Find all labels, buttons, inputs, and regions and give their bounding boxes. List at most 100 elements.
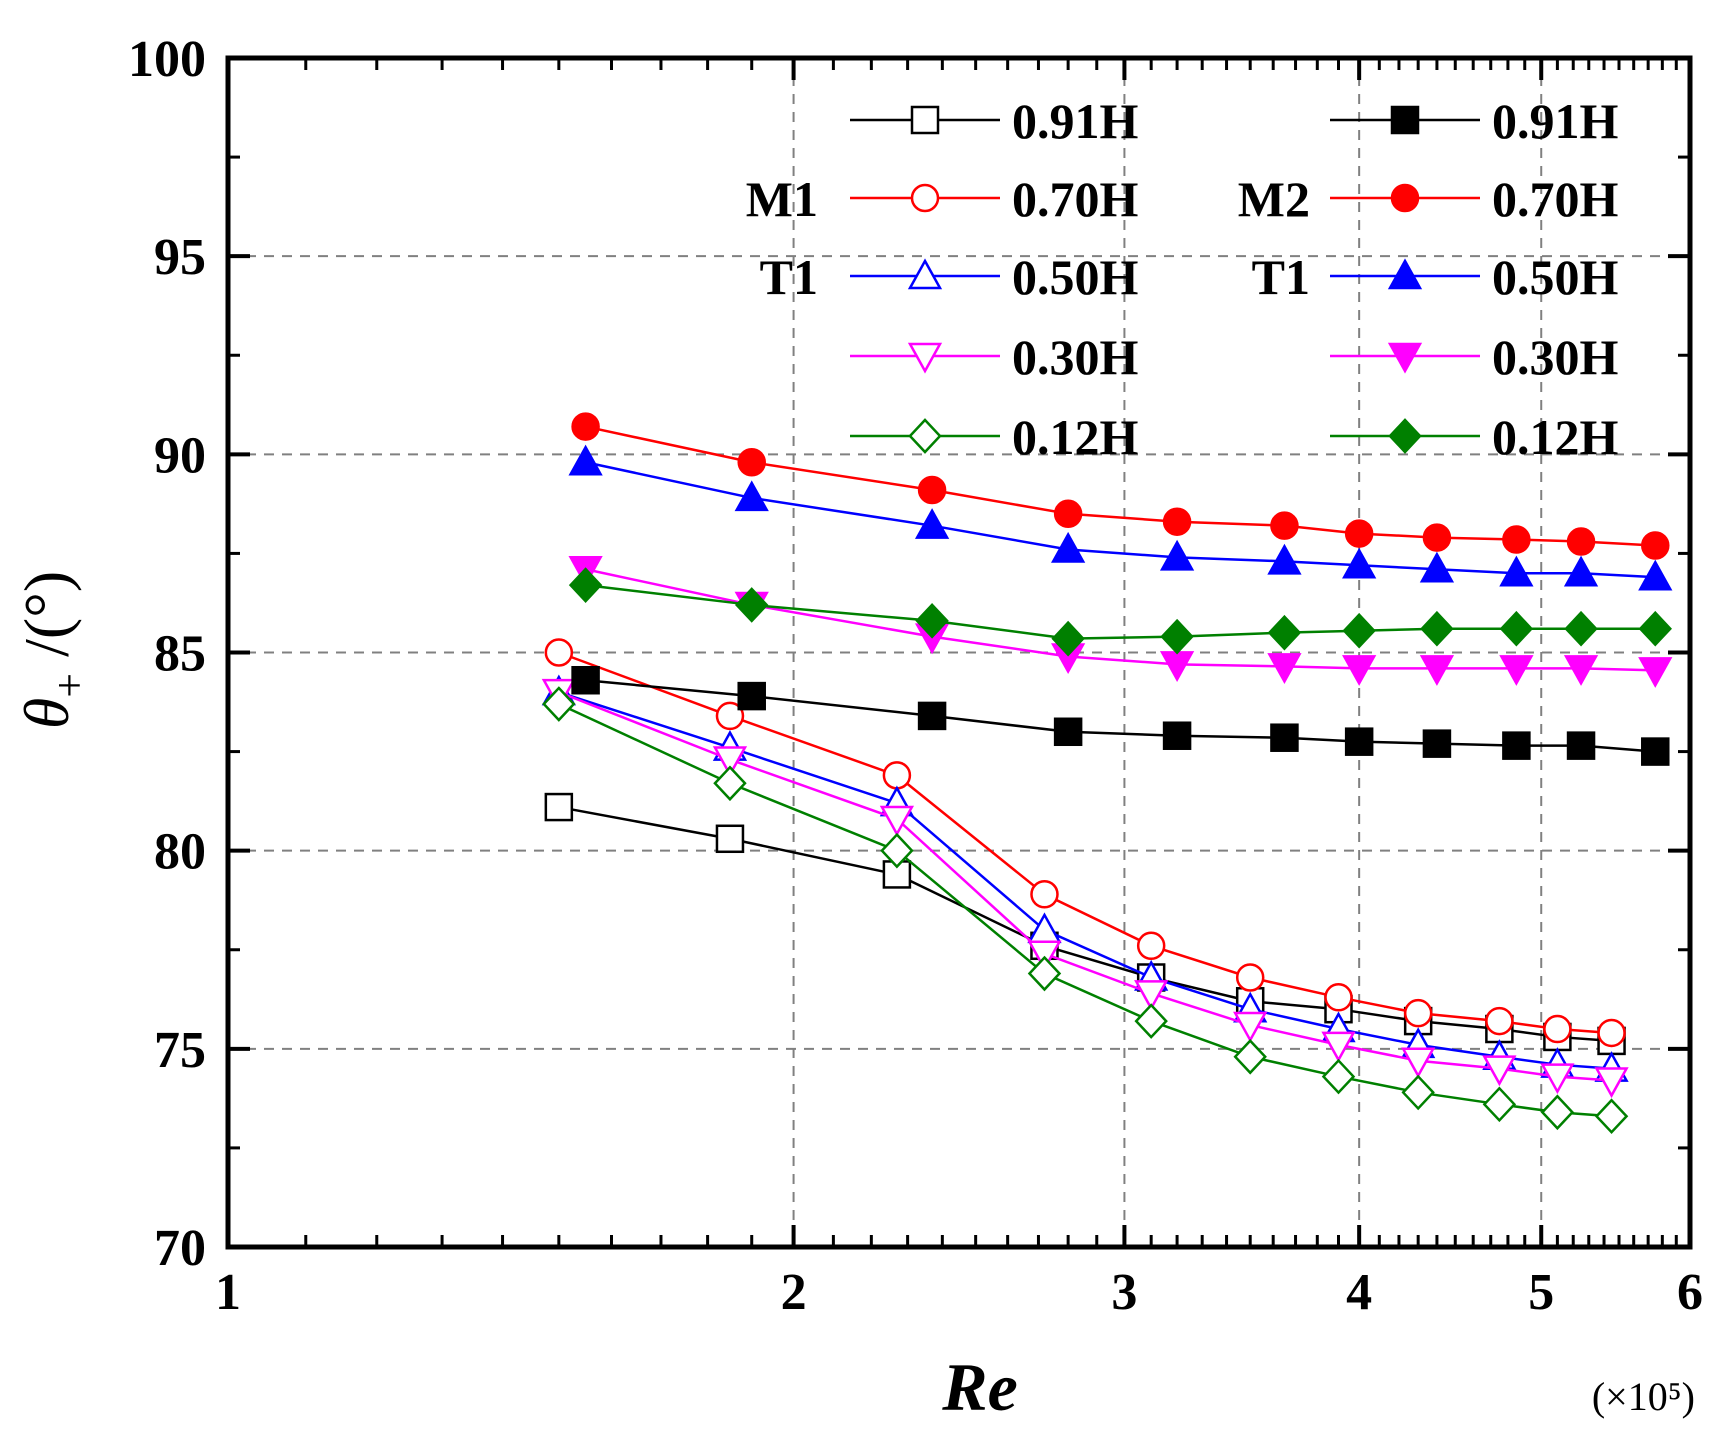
data-point xyxy=(1563,655,1599,686)
data-point xyxy=(1162,721,1192,750)
data-point xyxy=(568,567,603,603)
data-point xyxy=(1563,555,1599,587)
data-point xyxy=(1485,1006,1514,1036)
data-point xyxy=(1270,511,1299,540)
legend-marker xyxy=(910,105,940,135)
data-point xyxy=(880,832,914,869)
data-point xyxy=(1136,931,1166,961)
legend-group-label: M1 xyxy=(746,171,818,227)
y-axis-subscript: + xyxy=(45,673,94,698)
data-point xyxy=(1502,731,1531,760)
data-point xyxy=(1160,618,1194,655)
data-point xyxy=(1270,723,1299,752)
legend-item: 0.91H xyxy=(850,93,1139,149)
data-point xyxy=(1564,610,1598,647)
data-point xyxy=(1321,1031,1356,1063)
legend-marker xyxy=(1387,342,1423,374)
data-point xyxy=(1499,555,1534,587)
data-point xyxy=(1233,1011,1268,1043)
series-m1-t1-091h xyxy=(544,792,1626,1056)
data-point xyxy=(1051,531,1086,563)
data-point xyxy=(1027,912,1062,944)
series-line xyxy=(558,702,1612,1118)
data-point xyxy=(715,701,745,731)
data-point xyxy=(1051,620,1085,657)
data-point xyxy=(1053,499,1083,529)
data-point xyxy=(1134,980,1169,1011)
legend-label: 0.12H xyxy=(1012,409,1139,465)
legend-marker xyxy=(908,418,942,454)
legend-label: 0.91H xyxy=(1492,93,1619,149)
y-tick-label: 75 xyxy=(154,1022,206,1079)
grid xyxy=(228,58,1690,1247)
data-point xyxy=(1233,1038,1267,1075)
data-point xyxy=(737,681,766,711)
legend-marker xyxy=(1388,418,1422,454)
data-point xyxy=(571,665,600,695)
data-point xyxy=(1027,955,1062,992)
series-m2-t1-050h xyxy=(568,444,1673,591)
legend-group-label: T1 xyxy=(1252,249,1310,305)
data-point xyxy=(1344,519,1374,548)
legend-marker xyxy=(907,258,943,290)
legend-label: 0.91H xyxy=(1012,93,1139,149)
x-axis-unit: (×10⁵) xyxy=(1592,1374,1695,1419)
legend-label: 0.70H xyxy=(1492,171,1619,227)
legend-item: 0.30H xyxy=(850,329,1139,385)
data-point xyxy=(1597,1018,1626,1048)
data-point xyxy=(1324,983,1353,1012)
data-point xyxy=(544,792,574,822)
y-tick-label: 90 xyxy=(154,427,206,484)
y-axis-unit: /(°) xyxy=(11,571,82,673)
data-point xyxy=(1540,1063,1575,1095)
legend-marker xyxy=(1390,105,1420,135)
legend-label: 0.30H xyxy=(1492,329,1619,385)
data-point xyxy=(715,824,745,854)
x-tick-label: 6 xyxy=(1677,1264,1703,1321)
legend-item: 0.12H xyxy=(850,409,1139,465)
x-tick-label: 4 xyxy=(1346,1264,1372,1321)
data-point xyxy=(734,480,769,512)
legend-item: 0.91H xyxy=(1330,93,1619,149)
data-point xyxy=(544,638,574,667)
legend-label: 0.70H xyxy=(1012,171,1139,227)
x-tick-label: 5 xyxy=(1528,1264,1554,1321)
legend-label: 0.50H xyxy=(1492,249,1619,305)
data-point xyxy=(713,765,747,802)
data-point xyxy=(1482,1086,1517,1123)
legend-label: 0.50H xyxy=(1012,249,1139,305)
data-point xyxy=(1566,527,1596,556)
data-point xyxy=(1638,610,1672,647)
series-m2-t1-012h xyxy=(568,567,1672,657)
data-point xyxy=(1594,1067,1629,1099)
data-point xyxy=(712,746,748,778)
x-tick-label: 3 xyxy=(1111,1264,1137,1321)
data-point xyxy=(1159,651,1195,682)
data-point xyxy=(1419,655,1455,686)
legend-item: 0.70H xyxy=(1330,171,1619,227)
series-line xyxy=(585,461,1656,579)
data-point xyxy=(1401,1047,1436,1079)
data-point xyxy=(917,475,947,505)
data-point xyxy=(1162,507,1192,536)
x-tick-label: 1 xyxy=(215,1264,241,1321)
data-point xyxy=(1543,1014,1572,1044)
data-point xyxy=(735,587,769,623)
x-tick-label: 2 xyxy=(781,1264,807,1321)
data-point xyxy=(1638,559,1673,591)
data-point xyxy=(1502,525,1531,554)
series-m1-t1-012h xyxy=(542,686,1629,1135)
data-point xyxy=(1159,539,1195,571)
data-point xyxy=(1641,737,1670,766)
data-point xyxy=(1030,880,1059,909)
legend-label: 0.30H xyxy=(1012,329,1139,385)
data-point xyxy=(1342,547,1377,579)
data-point xyxy=(1267,543,1302,575)
axis-ticks: 1 2 3 4 5 6 70 75 80 85 90 95 100 xyxy=(128,31,1703,1321)
y-tick-label: 95 xyxy=(154,229,206,286)
data-point xyxy=(1641,531,1670,560)
series-line xyxy=(585,568,1656,672)
plot-series xyxy=(541,412,1673,1135)
legend-marker xyxy=(1390,183,1420,213)
